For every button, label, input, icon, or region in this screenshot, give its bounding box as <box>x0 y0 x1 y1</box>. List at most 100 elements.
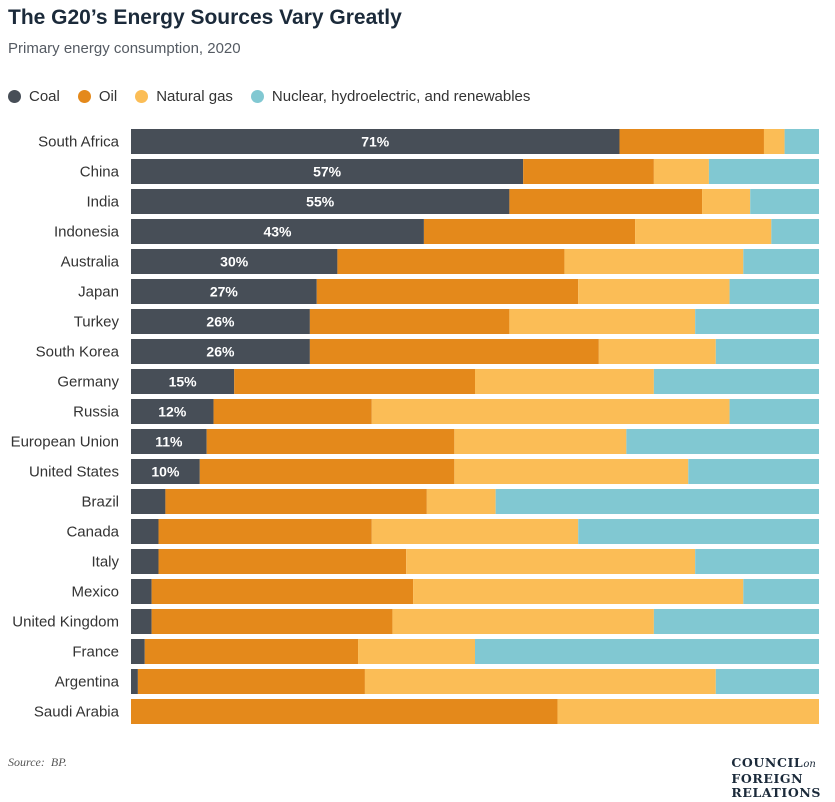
data-label-united-states: 10% <box>151 464 180 480</box>
legend-swatch-coal <box>8 90 21 103</box>
bar-european-union-nuclear-hydroelectric-and-renewables <box>626 429 819 454</box>
bar-indonesia-oil <box>423 219 636 244</box>
bar-united-kingdom-oil <box>151 609 393 634</box>
bar-russia-oil <box>213 399 372 424</box>
bar-india-coal <box>131 189 510 214</box>
legend-label-oil: Oil <box>98 88 118 105</box>
chart-title: The G20’s Energy Sources Vary Greatly <box>8 6 402 29</box>
bar-canada-nuclear-hydroelectric-and-renewables <box>578 519 819 544</box>
source-label: Source: <box>8 755 45 769</box>
bar-india-oil <box>509 189 703 214</box>
bar-united-states-nuclear-hydroelectric-and-renewables <box>688 459 819 484</box>
bar-china-natural-gas <box>653 159 709 184</box>
legend-swatch-renewables <box>250 90 264 103</box>
bar-japan-oil <box>316 279 579 304</box>
category-label-italy: Italy <box>91 554 119 571</box>
category-label-european-union: European Union <box>11 434 119 451</box>
legend-item-oil: Oil <box>77 88 118 105</box>
bar-india-nuclear-hydroelectric-and-renewables <box>750 189 819 214</box>
bar-brazil-coal <box>131 489 166 514</box>
category-label-russia: Russia <box>73 404 120 421</box>
bar-canada-coal <box>131 519 159 544</box>
bar-argentina-natural-gas <box>364 669 716 694</box>
bar-germany-natural-gas <box>475 369 654 394</box>
logo-line-2: FOREIGN <box>731 771 804 786</box>
data-label-japan: 27% <box>210 284 239 300</box>
category-label-saudi-arabia: Saudi Arabia <box>34 704 120 721</box>
bar-south-korea-natural-gas <box>598 339 716 364</box>
bar-italy-coal <box>131 549 159 574</box>
bar-argentina-nuclear-hydroelectric-and-renewables <box>715 669 819 694</box>
bar-india-natural-gas <box>702 189 751 214</box>
legend-label-renewables: Nuclear, hydroelectric, and renewables <box>271 88 531 105</box>
bar-european-union-natural-gas <box>454 429 627 454</box>
bar-united-states-coal <box>131 459 200 484</box>
bar-indonesia-coal <box>131 219 424 244</box>
bar-united-kingdom-coal <box>131 609 152 634</box>
category-label-brazil: Brazil <box>81 494 119 511</box>
category-label-turkey: Turkey <box>74 314 120 331</box>
bar-russia-natural-gas <box>371 399 730 424</box>
legend-label-natural-gas: Natural gas <box>156 88 233 105</box>
bar-mexico-oil <box>151 579 414 604</box>
bar-australia-coal <box>131 249 338 274</box>
source-note: Source: BP. <box>8 755 67 770</box>
bar-brazil-natural-gas <box>426 489 496 514</box>
category-label-france: France <box>72 644 119 661</box>
data-label-european-union: 11% <box>155 434 183 450</box>
bar-brazil-oil <box>165 489 427 514</box>
bar-united-kingdom-nuclear-hydroelectric-and-renewables <box>653 609 819 634</box>
category-label-india: India <box>86 194 119 211</box>
bar-turkey-natural-gas <box>509 309 696 334</box>
stacked-bar-chart: South Africa 71% China 57% India 55% Indonesia… <box>11 129 819 724</box>
data-label-china: 57% <box>313 164 342 180</box>
bar-south-africa-oil <box>619 129 764 154</box>
data-label-australia: 30% <box>220 254 249 270</box>
bar-canada-oil <box>158 519 372 544</box>
bar-south-africa-nuclear-hydroelectric-and-renewables <box>784 129 819 154</box>
bar-saudi-arabia-oil <box>131 699 558 724</box>
logo-on: on <box>803 759 816 770</box>
legend-item-coal: Coal <box>8 88 60 105</box>
bar-germany-oil <box>234 369 475 394</box>
chart-subtitle: Primary energy consumption, 2020 <box>8 40 241 57</box>
category-label-china: China <box>80 164 120 181</box>
bar-australia-natural-gas <box>564 249 744 274</box>
bar-south-korea-oil <box>309 339 599 364</box>
bar-argentina-coal <box>131 669 138 694</box>
bar-south-korea-coal <box>131 339 310 364</box>
bar-russia-nuclear-hydroelectric-and-renewables <box>729 399 819 424</box>
bar-italy-nuclear-hydroelectric-and-renewables <box>695 549 819 574</box>
bar-germany-nuclear-hydroelectric-and-renewables <box>653 369 819 394</box>
bar-canada-natural-gas <box>371 519 579 544</box>
bar-japan-nuclear-hydroelectric-and-renewables <box>729 279 819 304</box>
data-label-russia: 12% <box>158 404 187 420</box>
bar-japan-natural-gas <box>578 279 730 304</box>
bar-brazil-nuclear-hydroelectric-and-renewables <box>495 489 819 514</box>
bar-south-africa-natural-gas <box>763 129 785 154</box>
cfr-logo: COUNCILon FOREIGN RELATIONS <box>731 756 821 800</box>
bar-japan-coal <box>131 279 317 304</box>
bar-italy-natural-gas <box>406 549 696 574</box>
bar-australia-nuclear-hydroelectric-and-renewables <box>743 249 819 274</box>
bar-china-nuclear-hydroelectric-and-renewables <box>708 159 819 184</box>
logo-line-1: COUNCIL <box>731 755 804 770</box>
bar-australia-oil <box>337 249 565 274</box>
bar-china-coal <box>131 159 524 184</box>
data-label-turkey: 26% <box>206 314 235 330</box>
category-label-south-korea: South Korea <box>36 344 120 361</box>
category-label-argentina: Argentina <box>55 674 120 691</box>
bar-mexico-coal <box>131 579 152 604</box>
data-label-germany: 15% <box>169 374 198 390</box>
category-label-australia: Australia <box>61 254 120 271</box>
bar-south-korea-nuclear-hydroelectric-and-renewables <box>715 339 819 364</box>
bar-european-union-coal <box>131 429 207 454</box>
legend: Coal Oil Natural gas Nuclear, hydroelect… <box>8 88 548 105</box>
bar-mexico-natural-gas <box>413 579 744 604</box>
category-label-canada: Canada <box>66 524 119 541</box>
bar-united-states-natural-gas <box>454 459 689 484</box>
category-label-south-africa: South Africa <box>38 134 120 151</box>
bar-united-kingdom-natural-gas <box>392 609 654 634</box>
data-label-india: 55% <box>306 194 335 210</box>
legend-swatch-natural-gas <box>135 90 149 103</box>
